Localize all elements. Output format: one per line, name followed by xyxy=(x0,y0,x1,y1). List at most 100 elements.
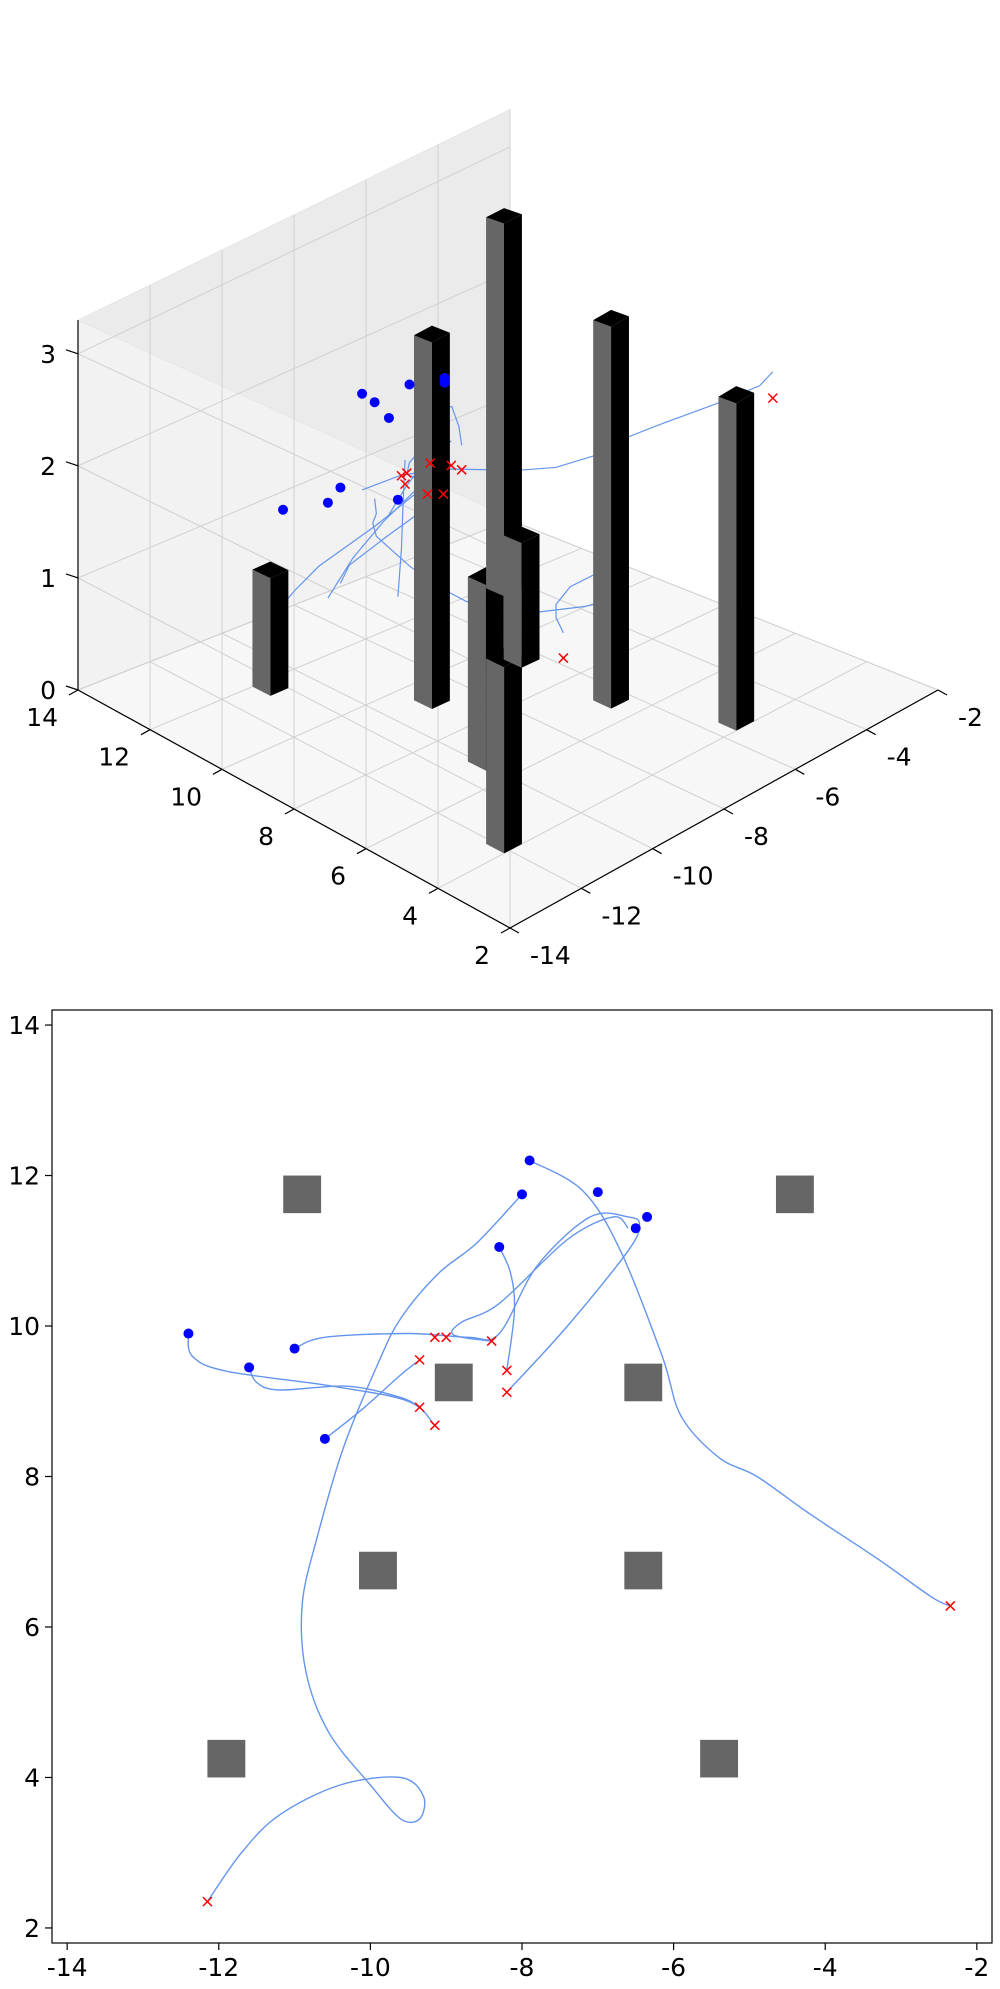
goal-marker xyxy=(425,458,436,469)
start-point xyxy=(524,1155,535,1166)
goal-marker-stroke xyxy=(429,1420,440,1431)
y-tick-label: 2 xyxy=(24,1914,40,1943)
x-tick-label: -12 xyxy=(198,1953,239,1982)
y-tick-label: 12 xyxy=(98,743,130,772)
pillar-face xyxy=(503,214,522,597)
start-point xyxy=(494,1242,505,1253)
pillar-face xyxy=(486,658,505,854)
goal-marker xyxy=(202,1896,213,1907)
x-tick-mark xyxy=(652,848,662,855)
goal-marker-stroke xyxy=(945,1600,956,1611)
trajectory-line xyxy=(248,1367,421,1408)
goal-marker xyxy=(401,468,412,479)
start-point xyxy=(357,388,368,399)
goal-marker xyxy=(486,1336,497,1347)
x-tick-label: -14 xyxy=(47,1953,88,1982)
pillar-face xyxy=(486,217,504,597)
trajectory-line xyxy=(294,1212,641,1393)
goal-marker xyxy=(422,489,433,500)
start-point xyxy=(630,1223,641,1234)
goal-marker-stroke xyxy=(429,1332,440,1343)
z-tick-label: 0 xyxy=(40,676,56,705)
y-tick-label: 14 xyxy=(8,1011,40,1040)
x-tick-label: -6 xyxy=(661,1953,686,1982)
pillar-face xyxy=(252,569,271,696)
x-tick-label: -10 xyxy=(350,1953,391,1982)
goal-marker xyxy=(438,489,449,500)
x-tick-label: -2 xyxy=(964,1953,989,1982)
obstacle xyxy=(624,1551,663,1590)
start-point xyxy=(278,504,289,515)
goal-marker-stroke xyxy=(486,1336,497,1347)
pillar-top xyxy=(503,526,540,543)
pillar-face xyxy=(270,570,289,696)
pillar-face xyxy=(718,396,737,731)
start-point xyxy=(319,1433,330,1444)
grid-line xyxy=(77,577,511,805)
goal-marker-stroke xyxy=(501,1365,512,1376)
x-tick-label: -12 xyxy=(601,901,642,930)
y-tick-label: 2 xyxy=(474,941,490,970)
y-tick-mark xyxy=(356,848,367,855)
obstacle xyxy=(434,1363,473,1402)
pillar-face xyxy=(503,535,522,668)
goal-marker-stroke xyxy=(422,489,433,500)
goal-marker xyxy=(501,1365,512,1376)
chart-top-down-view: -14 -12 -10 -8 -6 -4 -2 2 4 6 8 10 12 14 xyxy=(8,1009,993,1982)
goal-marker-stroke xyxy=(446,460,457,471)
pillar xyxy=(252,561,289,696)
obstacle xyxy=(775,1175,814,1214)
obstacle xyxy=(283,1175,322,1214)
x-tick-mark xyxy=(795,768,805,775)
start-point xyxy=(404,379,415,390)
goal-marker-stroke xyxy=(438,489,449,500)
y-tick-label: 8 xyxy=(24,1463,40,1492)
start-point xyxy=(392,494,403,505)
y-tick-mark xyxy=(428,887,439,894)
goal-marker xyxy=(501,1387,512,1398)
pillar-face xyxy=(431,332,450,710)
goal-marker-stroke xyxy=(414,1402,425,1413)
x-tick-label: -6 xyxy=(815,782,840,811)
start-point xyxy=(244,1362,255,1373)
y-tick-label: 12 xyxy=(8,1162,40,1191)
pillar-face xyxy=(504,656,522,854)
start-point xyxy=(369,397,380,408)
y-tick-mark xyxy=(500,927,511,934)
z-tick-mark xyxy=(65,685,79,691)
goal-marker-stroke xyxy=(425,458,436,469)
y-tick-label: 8 xyxy=(258,822,274,851)
y-tick-label: 10 xyxy=(170,782,202,811)
goal-marker-stroke xyxy=(441,1332,452,1343)
goal-marker xyxy=(399,479,411,490)
pillar-face xyxy=(467,576,486,771)
trajectory-line xyxy=(206,1193,523,1903)
trajectory-line xyxy=(324,1359,421,1440)
goal-marker xyxy=(429,1420,440,1431)
goal-marker-stroke xyxy=(396,470,407,481)
x-tick-mark xyxy=(937,689,948,696)
goal-marker-stroke xyxy=(456,464,467,475)
x-tick-label: -4 xyxy=(813,1953,838,1982)
pillar-face xyxy=(521,534,540,668)
pillar xyxy=(486,648,522,854)
y-tick-label: 4 xyxy=(402,901,418,930)
z-tick-label: 3 xyxy=(40,340,56,369)
x-tick-label: -2 xyxy=(958,703,983,732)
y-tick-label: 6 xyxy=(330,862,346,891)
goal-marker-stroke xyxy=(401,468,412,479)
pillar-top xyxy=(413,325,450,343)
start-point xyxy=(517,1189,527,1200)
x-tick-label: -8 xyxy=(510,1953,535,1982)
x-tick-label: -10 xyxy=(673,862,714,891)
pillar xyxy=(718,386,755,731)
pillar-top xyxy=(718,386,755,404)
pillar xyxy=(503,526,540,668)
goal-marker xyxy=(414,1354,425,1365)
goal-marker xyxy=(441,1332,452,1343)
plot-area xyxy=(51,1009,993,1944)
z-tick-mark xyxy=(65,349,79,355)
x-tick-mark xyxy=(581,887,591,894)
y-tick-label: 6 xyxy=(24,1613,40,1642)
x-tick-mark xyxy=(509,927,520,934)
